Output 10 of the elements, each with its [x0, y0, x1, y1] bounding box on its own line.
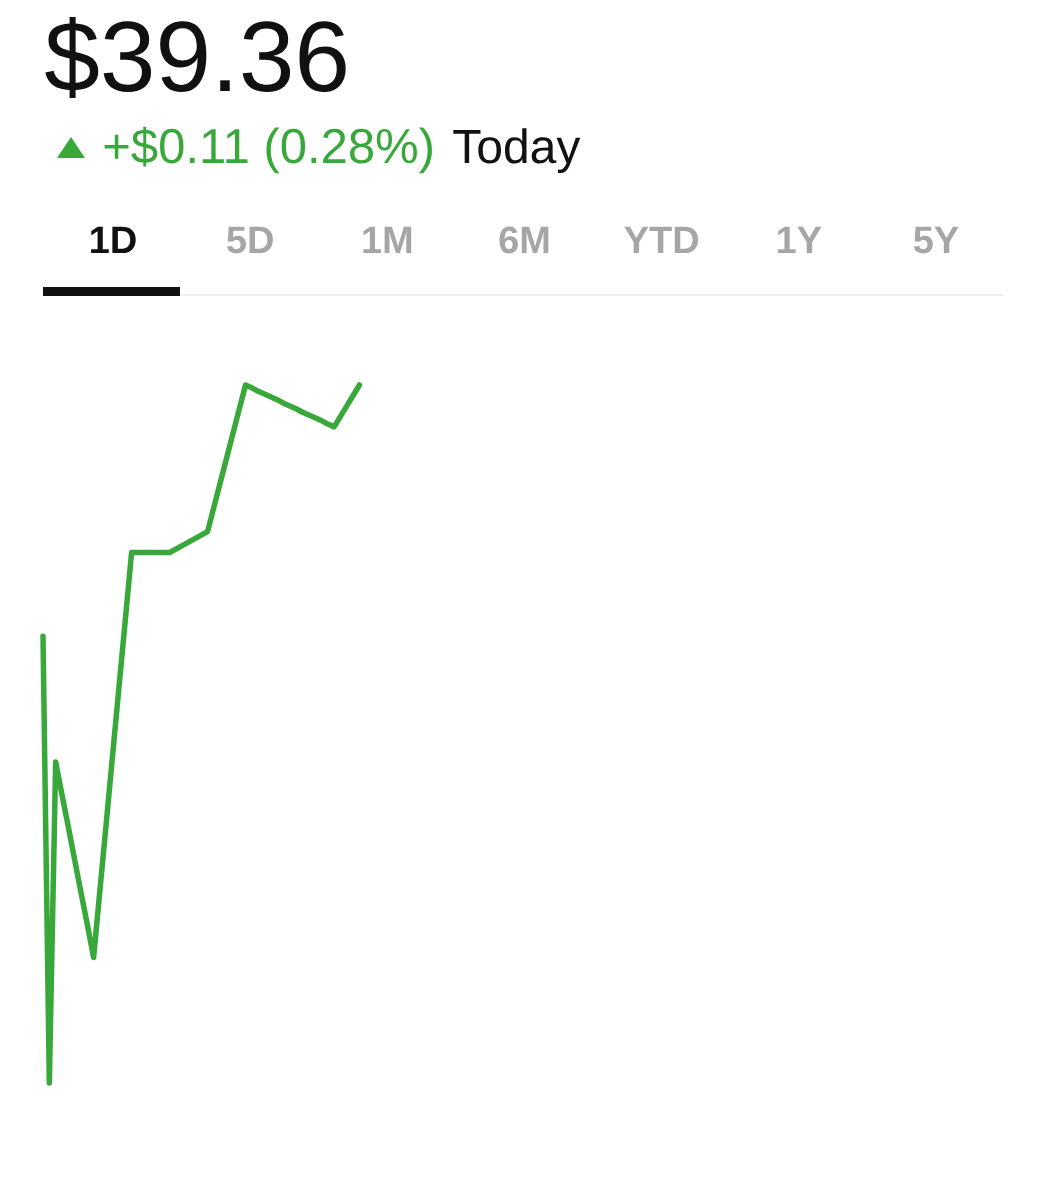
text: 1D [91, 226, 136, 254]
text: Today [453, 128, 581, 173]
text: 1Y [777, 226, 822, 254]
text: 5Y [913, 226, 959, 254]
text: 6M [499, 226, 549, 254]
text: YTD [624, 226, 699, 254]
text: 1M [363, 226, 412, 254]
chart-title: $39.36 [45, 16, 346, 98]
chart-subtitle: +$0.11 (0.28%) [104, 126, 432, 174]
text: 5D [227, 226, 273, 254]
